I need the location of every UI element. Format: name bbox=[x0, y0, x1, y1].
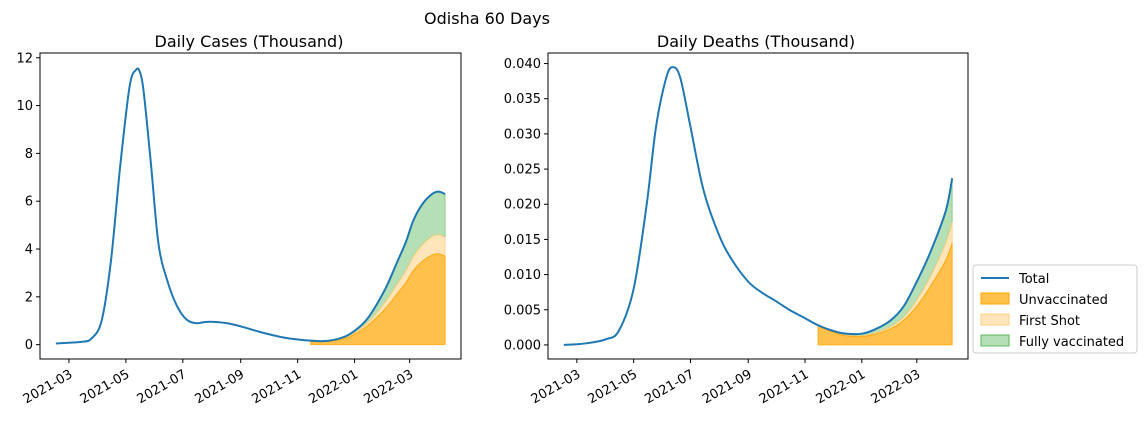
cases-total-line bbox=[55, 67, 446, 345]
deaths-ytick-label: 0.025 bbox=[504, 163, 541, 178]
deaths-xtick-label: 2021-09 bbox=[700, 367, 755, 407]
deaths-xtick-label: 2021-07 bbox=[642, 367, 697, 407]
cases-xtick-label: 2021-05 bbox=[78, 367, 133, 407]
deaths-ytick-label: 0.040 bbox=[504, 57, 541, 72]
cases-ytick-label: 6 bbox=[25, 195, 33, 210]
cases-ytick-label: 12 bbox=[16, 51, 33, 66]
deaths-xtick-label: 2022-03 bbox=[869, 367, 924, 407]
cases-axes-frame bbox=[39, 52, 462, 360]
deaths-ytick-label: 0.005 bbox=[504, 303, 541, 318]
legend-frame bbox=[972, 264, 1138, 354]
cases-xtick-label: 2021-07 bbox=[135, 367, 190, 407]
deaths-unvaccinated-area bbox=[817, 242, 953, 346]
deaths-xtick-label: 2022-01 bbox=[814, 367, 869, 407]
legend-label-fully-vaccinated: Fully vaccinated bbox=[1019, 335, 1124, 350]
deaths-ytick-label: 0.020 bbox=[504, 198, 541, 213]
figure-title: Odisha 60 Days bbox=[424, 9, 550, 28]
legend: Total Unvaccinated First Shot Fully vacc… bbox=[972, 264, 1138, 354]
deaths-axes-frame bbox=[547, 52, 969, 360]
deaths-ytick-label: 0.010 bbox=[504, 268, 541, 283]
deaths-xtick-label: 2021-03 bbox=[529, 367, 584, 407]
deaths-title: Daily Deaths (Thousand) bbox=[657, 32, 855, 51]
deaths-ytick-label: 0.035 bbox=[504, 92, 541, 107]
deaths-xtick-label: 2021-05 bbox=[586, 367, 641, 407]
legend-label-unvaccinated: Unvaccinated bbox=[1019, 293, 1108, 308]
cases-ytick-label: 10 bbox=[16, 99, 33, 114]
cases-xtick-label: 2022-03 bbox=[362, 367, 417, 407]
deaths-panel: Daily Deaths (Thousand) 0.000 0.005 0.010 0… bbox=[504, 32, 969, 407]
deaths-total-line bbox=[563, 66, 954, 346]
cases-title: Daily Cases (Thousand) bbox=[155, 32, 344, 51]
cases-xtick-label: 2021-11 bbox=[249, 367, 304, 407]
cases-ytick-label: 4 bbox=[25, 243, 33, 258]
legend-swatch-unvaccinated bbox=[980, 292, 1010, 305]
cases-xtick-label: 2021-09 bbox=[193, 367, 248, 407]
deaths-ytick-label: 0.015 bbox=[504, 233, 541, 248]
deaths-ytick-label: 0.000 bbox=[504, 338, 541, 353]
cases-unvaccinated-area bbox=[310, 253, 446, 346]
cases-xtick-label: 2021-03 bbox=[21, 367, 76, 407]
cases-ytick-label: 2 bbox=[25, 290, 33, 305]
cases-ytick-label: 0 bbox=[25, 338, 33, 353]
cases-xtick-label: 2022-01 bbox=[306, 367, 361, 407]
legend-swatch-fully-vaccinated bbox=[980, 334, 1010, 347]
legend-label-first-shot: First Shot bbox=[1019, 314, 1080, 329]
cases-ytick-label: 8 bbox=[25, 147, 33, 162]
deaths-ytick-label: 0.030 bbox=[504, 127, 541, 142]
legend-label-total: Total bbox=[1018, 272, 1049, 287]
deaths-xtick-label: 2021-11 bbox=[757, 367, 812, 407]
legend-swatch-first-shot bbox=[980, 313, 1010, 326]
